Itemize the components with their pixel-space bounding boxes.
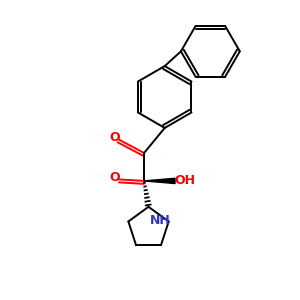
Text: OH: OH	[174, 174, 195, 187]
Polygon shape	[144, 178, 175, 184]
Text: O: O	[110, 171, 120, 184]
Text: O: O	[110, 131, 120, 144]
Text: NH: NH	[150, 214, 171, 226]
